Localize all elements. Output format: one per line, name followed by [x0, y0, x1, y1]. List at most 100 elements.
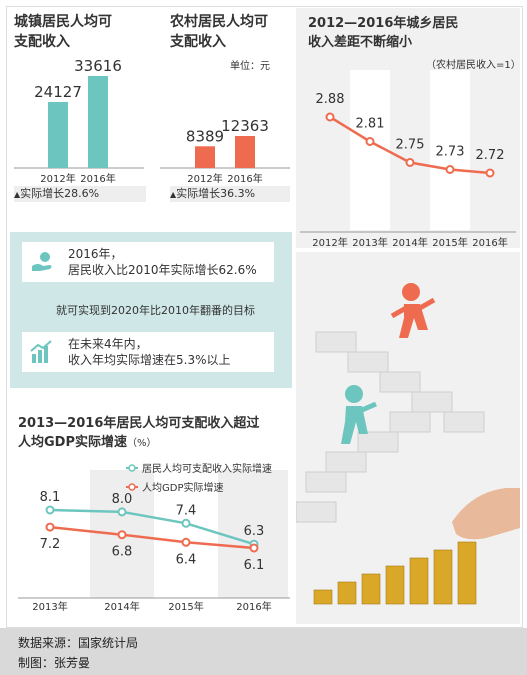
- data-point: [445, 165, 455, 174]
- urban-income-chart: 24127 2012年 33616 2016年: [14, 57, 144, 185]
- bar: [195, 146, 215, 168]
- gap-title-line2: 收入差距不断缩小: [308, 35, 413, 50]
- data-point: [117, 507, 127, 517]
- info-line2: 居民收入比2010年实际增长62.6%: [68, 263, 257, 277]
- column-band: [430, 70, 470, 230]
- data-point: [45, 522, 55, 532]
- red-climber-icon: [390, 283, 436, 338]
- data-point: [485, 168, 495, 178]
- rural-title: 农村居民人均可 支配收入: [170, 12, 268, 52]
- data-point: [45, 505, 55, 515]
- info-card-2: 在未来4年内， 收入年均实际增速在5.3%以上: [22, 332, 274, 372]
- info-line4: 收入年均实际增速在5.3%以上: [68, 353, 231, 367]
- growth-title-unit: （%）: [127, 438, 157, 449]
- data-label: 2.72: [476, 148, 505, 163]
- tick-label: 2013年: [352, 236, 387, 249]
- hand-icon: [452, 488, 520, 540]
- info-card-2-text: 在未来4年内， 收入年均实际增速在5.3%以上: [68, 336, 231, 368]
- data-label: 2.88: [316, 92, 345, 107]
- growth-bars-icon: [30, 340, 52, 363]
- legend-label: 人均GDP实际增速: [142, 481, 223, 494]
- tick-label: 2014年: [392, 236, 427, 249]
- data-point: [405, 158, 415, 167]
- tick-label: 2016年: [80, 172, 115, 185]
- column-band: [350, 70, 390, 230]
- urban-title-line1: 城镇居民人均可: [14, 14, 112, 30]
- info-goal: 就可实现到2020年比2010年翻番的目标: [56, 304, 255, 317]
- data-label: 8389: [186, 127, 224, 145]
- data-label: 6.3: [244, 524, 265, 539]
- rural-growth-badge: ▲实际增长36.3%: [170, 186, 290, 202]
- growth-title: 2013—2016年居民人均可支配收入超过 人均GDP实际增速（%）: [18, 414, 259, 453]
- data-label: 6.4: [176, 552, 197, 567]
- data-label: 6.1: [244, 558, 265, 573]
- data-label: 6.8: [112, 545, 133, 560]
- rural-title-line2: 支配收入: [170, 34, 226, 50]
- info-line1: 2016年，: [68, 247, 123, 261]
- data-label: 8.1: [40, 490, 61, 505]
- data-point: [181, 537, 191, 547]
- growth-title-line2: 人均GDP实际增速: [18, 435, 127, 450]
- rural-income-chart: 8389 2012年 12363 2016年: [160, 117, 290, 185]
- data-label: 2.75: [396, 138, 425, 153]
- urban-title: 城镇居民人均可 支配收入: [14, 12, 112, 52]
- data-label: 7.4: [176, 503, 197, 518]
- data-label: 12363: [221, 117, 269, 135]
- gap-panel: [296, 8, 520, 248]
- urban-title-line2: 支配收入: [14, 34, 70, 50]
- tick-label: 2012年: [187, 172, 222, 185]
- growth-title-line1: 2013—2016年居民人均可支配收入超过: [18, 416, 260, 431]
- data-label: 7.2: [40, 537, 61, 552]
- tick-label: 2016年: [472, 236, 507, 249]
- urban-growth-text: 实际增长28.6%: [20, 187, 100, 200]
- coin-stacks-icon: [313, 541, 477, 605]
- tick-label: 2016年: [236, 600, 271, 613]
- bar: [88, 76, 108, 168]
- tick-label: 2015年: [432, 236, 467, 249]
- rural-growth-text: 实际增长36.3%: [176, 187, 256, 200]
- tick-label: 2014年: [104, 600, 139, 613]
- tick-label: 2012年: [40, 172, 75, 185]
- infographic-frame: [6, 6, 523, 628]
- data-point: [117, 530, 127, 540]
- triangle-up-icon: ▲: [170, 190, 177, 199]
- info-line3: 在未来4年内，: [68, 337, 148, 351]
- gap-title: 2012—2016年城乡居民 收入差距不断缩小: [308, 14, 458, 52]
- legend-marker: [128, 483, 136, 491]
- rural-unit: 单位：元: [230, 61, 270, 72]
- column-band: [218, 470, 288, 598]
- bar: [48, 101, 68, 168]
- data-point: [365, 137, 375, 146]
- data-point: [325, 112, 335, 122]
- series-line: [49, 525, 255, 550]
- rural-title-line1: 农村居民人均可: [170, 14, 268, 30]
- tick-label: 2012年: [312, 236, 347, 249]
- gap-title-line1: 2012—2016年城乡居民: [308, 16, 459, 31]
- series-line: [49, 508, 255, 546]
- info-card-1-text: 2016年， 居民收入比2010年实际增长62.6%: [68, 246, 257, 278]
- urban-growth-badge: ▲实际增长28.6%: [14, 186, 146, 202]
- teal-climber-icon: [341, 385, 377, 444]
- data-label: 8.0: [112, 492, 133, 507]
- tick-label: 2013年: [32, 600, 67, 613]
- tick-label: 2016年: [227, 172, 262, 185]
- tick-label: 2015年: [168, 600, 203, 613]
- legend-label: 居民人均可支配收入实际增速: [142, 462, 272, 475]
- stairs-coins-illustration: [296, 283, 520, 605]
- data-label: 2.81: [356, 117, 385, 132]
- footer-source: 数据来源：国家统计局: [18, 636, 139, 650]
- legend-marker: [128, 464, 136, 472]
- footer: 数据来源：国家统计局 制图：张芳曼: [0, 628, 527, 675]
- gap-chart: 2.88 2012年 2.81 2013年 2.75 2014年 2.73 2015年 2.72…: [300, 70, 516, 249]
- bar: [235, 136, 255, 168]
- info-card-1: 2016年， 居民收入比2010年实际增长62.6%: [22, 242, 274, 282]
- footer-author: 制图：张芳曼: [18, 656, 91, 670]
- data-point: [181, 518, 191, 528]
- data-label: 24127: [34, 83, 82, 101]
- gap-note: （农村居民收入=1）: [426, 60, 521, 71]
- data-point: [249, 543, 259, 553]
- data-label: 2.73: [436, 145, 465, 160]
- data-label: 33616: [74, 57, 122, 75]
- hand-coin-icon: [32, 252, 52, 271]
